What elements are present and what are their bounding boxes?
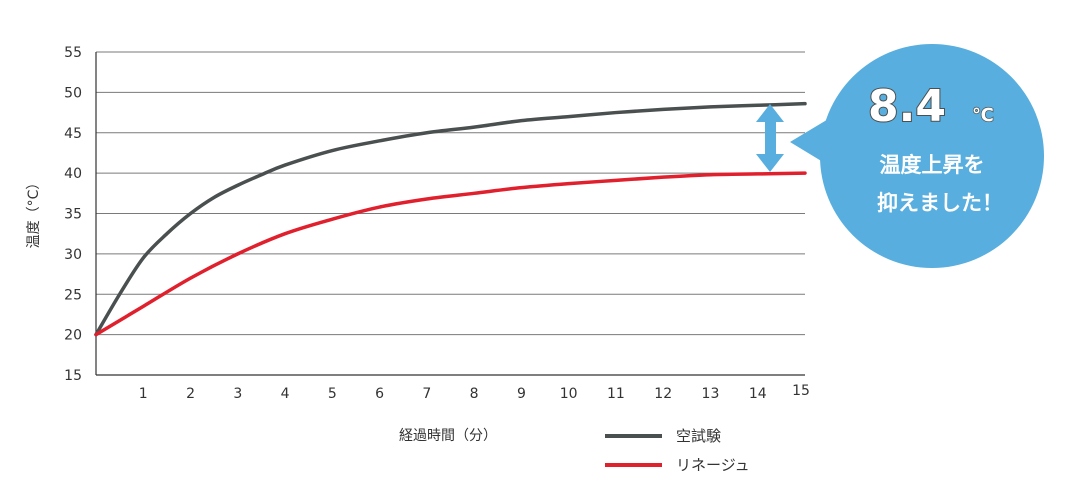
series-line-blank-test [94, 101, 807, 337]
x-tick-label: 7 [422, 386, 431, 402]
callout-bubble: 8.4 ℃ 温度上昇を 抑えました！ [790, 44, 1044, 268]
x-tick-label: 1 [139, 386, 148, 402]
x-tick-label: 13 [702, 386, 720, 402]
series-line-lineage [94, 171, 807, 337]
y-tick-label: 45 [64, 126, 82, 142]
legend: 空試験 リネージュ [605, 427, 750, 474]
difference-arrow-icon [756, 104, 784, 172]
axes [95, 52, 805, 376]
callout-value: 8.4 [868, 81, 946, 132]
y-tick-label: 30 [64, 247, 82, 263]
y-tick-label: 50 [64, 85, 82, 101]
x-tick-labels: 1 2 3 4 5 6 7 8 9 10 11 12 13 14 15 [139, 383, 810, 402]
x-tick-label: 8 [470, 386, 479, 402]
y-tick-label: 40 [64, 166, 82, 182]
y-axis-title: 温度（°C） [26, 176, 42, 249]
x-tick-label: 4 [281, 386, 290, 402]
callout-unit: ℃ [972, 105, 994, 126]
legend-label-lineage: リネージュ [676, 456, 750, 474]
x-tick-label: 3 [233, 386, 242, 402]
x-tick-label: 15 [792, 383, 810, 399]
y-tick-label: 35 [64, 207, 82, 223]
grid [96, 51, 805, 336]
y-tick-labels: 15 20 25 30 35 40 45 50 55 [64, 45, 82, 384]
y-tick-label: 55 [64, 45, 82, 61]
x-tick-label: 6 [375, 386, 384, 402]
x-tick-label: 12 [654, 386, 672, 402]
x-tick-label: 9 [517, 386, 526, 402]
legend-label-blank: 空試験 [676, 427, 721, 445]
y-tick-label: 15 [64, 368, 82, 384]
x-tick-label: 14 [749, 386, 767, 402]
callout-line2: 抑えました！ [877, 191, 1003, 215]
y-tick-label: 20 [64, 328, 82, 344]
series-lines [94, 101, 807, 337]
x-tick-label: 2 [186, 386, 195, 402]
callout-circle [820, 44, 1044, 268]
x-tick-label: 11 [607, 386, 625, 402]
x-axis-title: 経過時間（分） [399, 428, 497, 444]
x-tick-label: 5 [328, 386, 337, 402]
y-tick-label: 25 [64, 287, 82, 303]
callout-line1: 温度上昇を [880, 153, 985, 177]
x-tick-label: 10 [560, 386, 578, 402]
